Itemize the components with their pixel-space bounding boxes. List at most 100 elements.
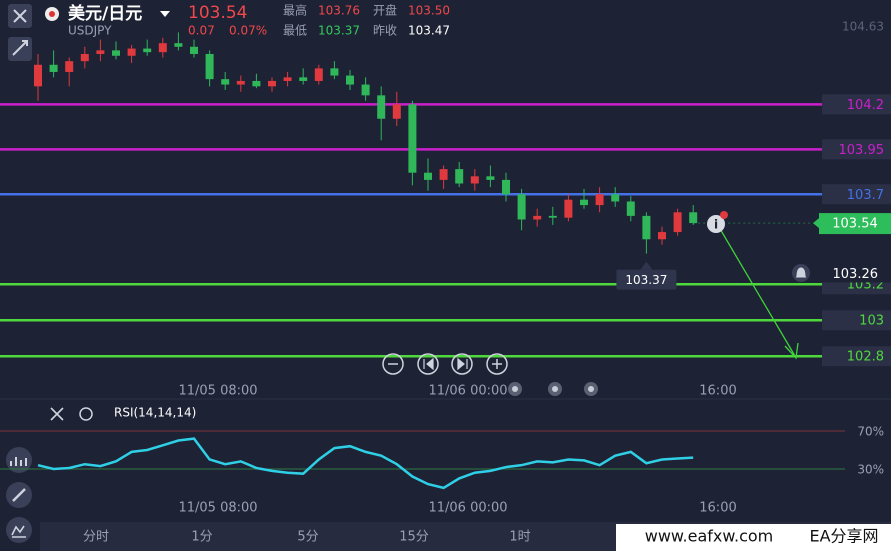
zoom-out-button[interactable] [382,353,404,375]
header: 美元/日元 USDJPY 103.54 0.07 0.07% [68,3,267,38]
current-price-label: 103.54 [832,217,878,232]
candle-body [392,104,401,119]
candle-body [346,75,354,85]
stat-value: 103.50 [408,4,450,18]
stat-value: 103.47 [408,24,450,38]
candle-body [580,199,588,206]
stat-label: 昨收 [373,24,397,38]
candle-body [642,215,651,240]
zoom-in-button[interactable] [486,353,508,375]
alert-tag [822,264,891,283]
current-price-pointer [813,218,819,229]
x-tick-label: 11/06 00:00 [428,384,507,399]
candle-body [268,80,276,87]
level-label: 103.7 [847,188,884,203]
rsi-settings[interactable] [79,407,93,421]
x-tick-label: 11/05 08:00 [178,501,257,516]
candle-body [65,61,74,72]
level-tag [822,139,891,160]
watermark-url: www.eafxw.com [645,527,774,546]
price: 103.54 [188,3,247,23]
dropdown-arrow[interactable] [160,11,170,17]
page-dot-inner [588,386,594,392]
next-icon [457,357,468,371]
candle-body [502,179,510,195]
level-tag [822,346,891,367]
candle-body [626,201,635,216]
candle-body [330,68,339,76]
candle-body [517,194,526,220]
prev-icon [423,357,434,371]
stat-value: 103.37 [318,24,360,38]
trend-arrow [715,221,799,360]
close-icon [13,9,27,23]
tab[interactable]: 15分 [399,530,429,545]
stat-label: 最高 [283,3,307,18]
rsi-header: RSI(14,14,14) [0,398,891,421]
info-badge [720,211,728,219]
candle-body [96,50,105,54]
level-tag [822,94,891,115]
candle-body [221,79,230,85]
rsi-tick-label: 70% [857,425,884,439]
watermark-box [616,524,891,551]
candle-body [158,43,167,53]
candle-body [658,232,666,240]
candle-body [127,48,136,56]
pen-icon [12,488,26,502]
candle-body [486,176,495,180]
candle-body [424,172,432,180]
candle-body [34,64,42,87]
rsi-close[interactable] [50,407,64,421]
candle-body [689,212,698,224]
candle-body [455,169,464,184]
candle-body [564,199,573,218]
zoom-in-icon [492,359,502,369]
tab[interactable]: 分时 [83,530,109,545]
flag-dot [49,11,55,17]
stat-label: 开盘 [373,3,397,18]
tab[interactable]: 5分 [297,530,318,545]
candle-body [252,80,261,87]
candle-body [548,215,557,218]
candle-body [361,84,370,96]
instrument-title[interactable]: 美元/日元 [68,3,142,24]
tab[interactable]: 1时 [509,530,530,545]
low-pointer [640,261,653,270]
stat-value: 103.76 [318,4,360,18]
candle-body [673,212,682,233]
side-tools [6,447,32,543]
page-dot-inner [512,386,518,392]
candle-body [283,77,292,81]
change-pct: 0.07% [229,24,267,38]
tool-icon [12,40,28,56]
rsi-label: RSI(14,14,14) [114,406,196,420]
low-tag [616,269,677,290]
candle-body [439,169,448,180]
level-tag [822,310,891,331]
info-glyph: i [714,218,718,232]
prev-button[interactable] [417,353,439,375]
candle-body [314,68,323,81]
tool-button[interactable] [6,447,32,473]
info-icon[interactable] [707,215,725,233]
indicator-icon [11,525,26,538]
candle-body [80,53,89,62]
candle-body [174,43,183,47]
candle-body [377,95,386,119]
y-tick-label: 104.63 [842,19,884,33]
x-tick-label: 11/05 08:00 [178,384,257,399]
candle-body [533,215,542,220]
change: 0.07 [188,24,215,38]
level-label: 104.2 [847,98,884,113]
next-button[interactable] [451,353,473,375]
tab[interactable]: 1分 [191,530,212,545]
page-dot-inner [552,386,558,392]
level-label: 102.8 [847,350,884,365]
candle-body [595,194,604,206]
rsi-tick-label: 30% [857,462,884,476]
current-price-tag [819,213,891,235]
level-tag [822,184,891,205]
